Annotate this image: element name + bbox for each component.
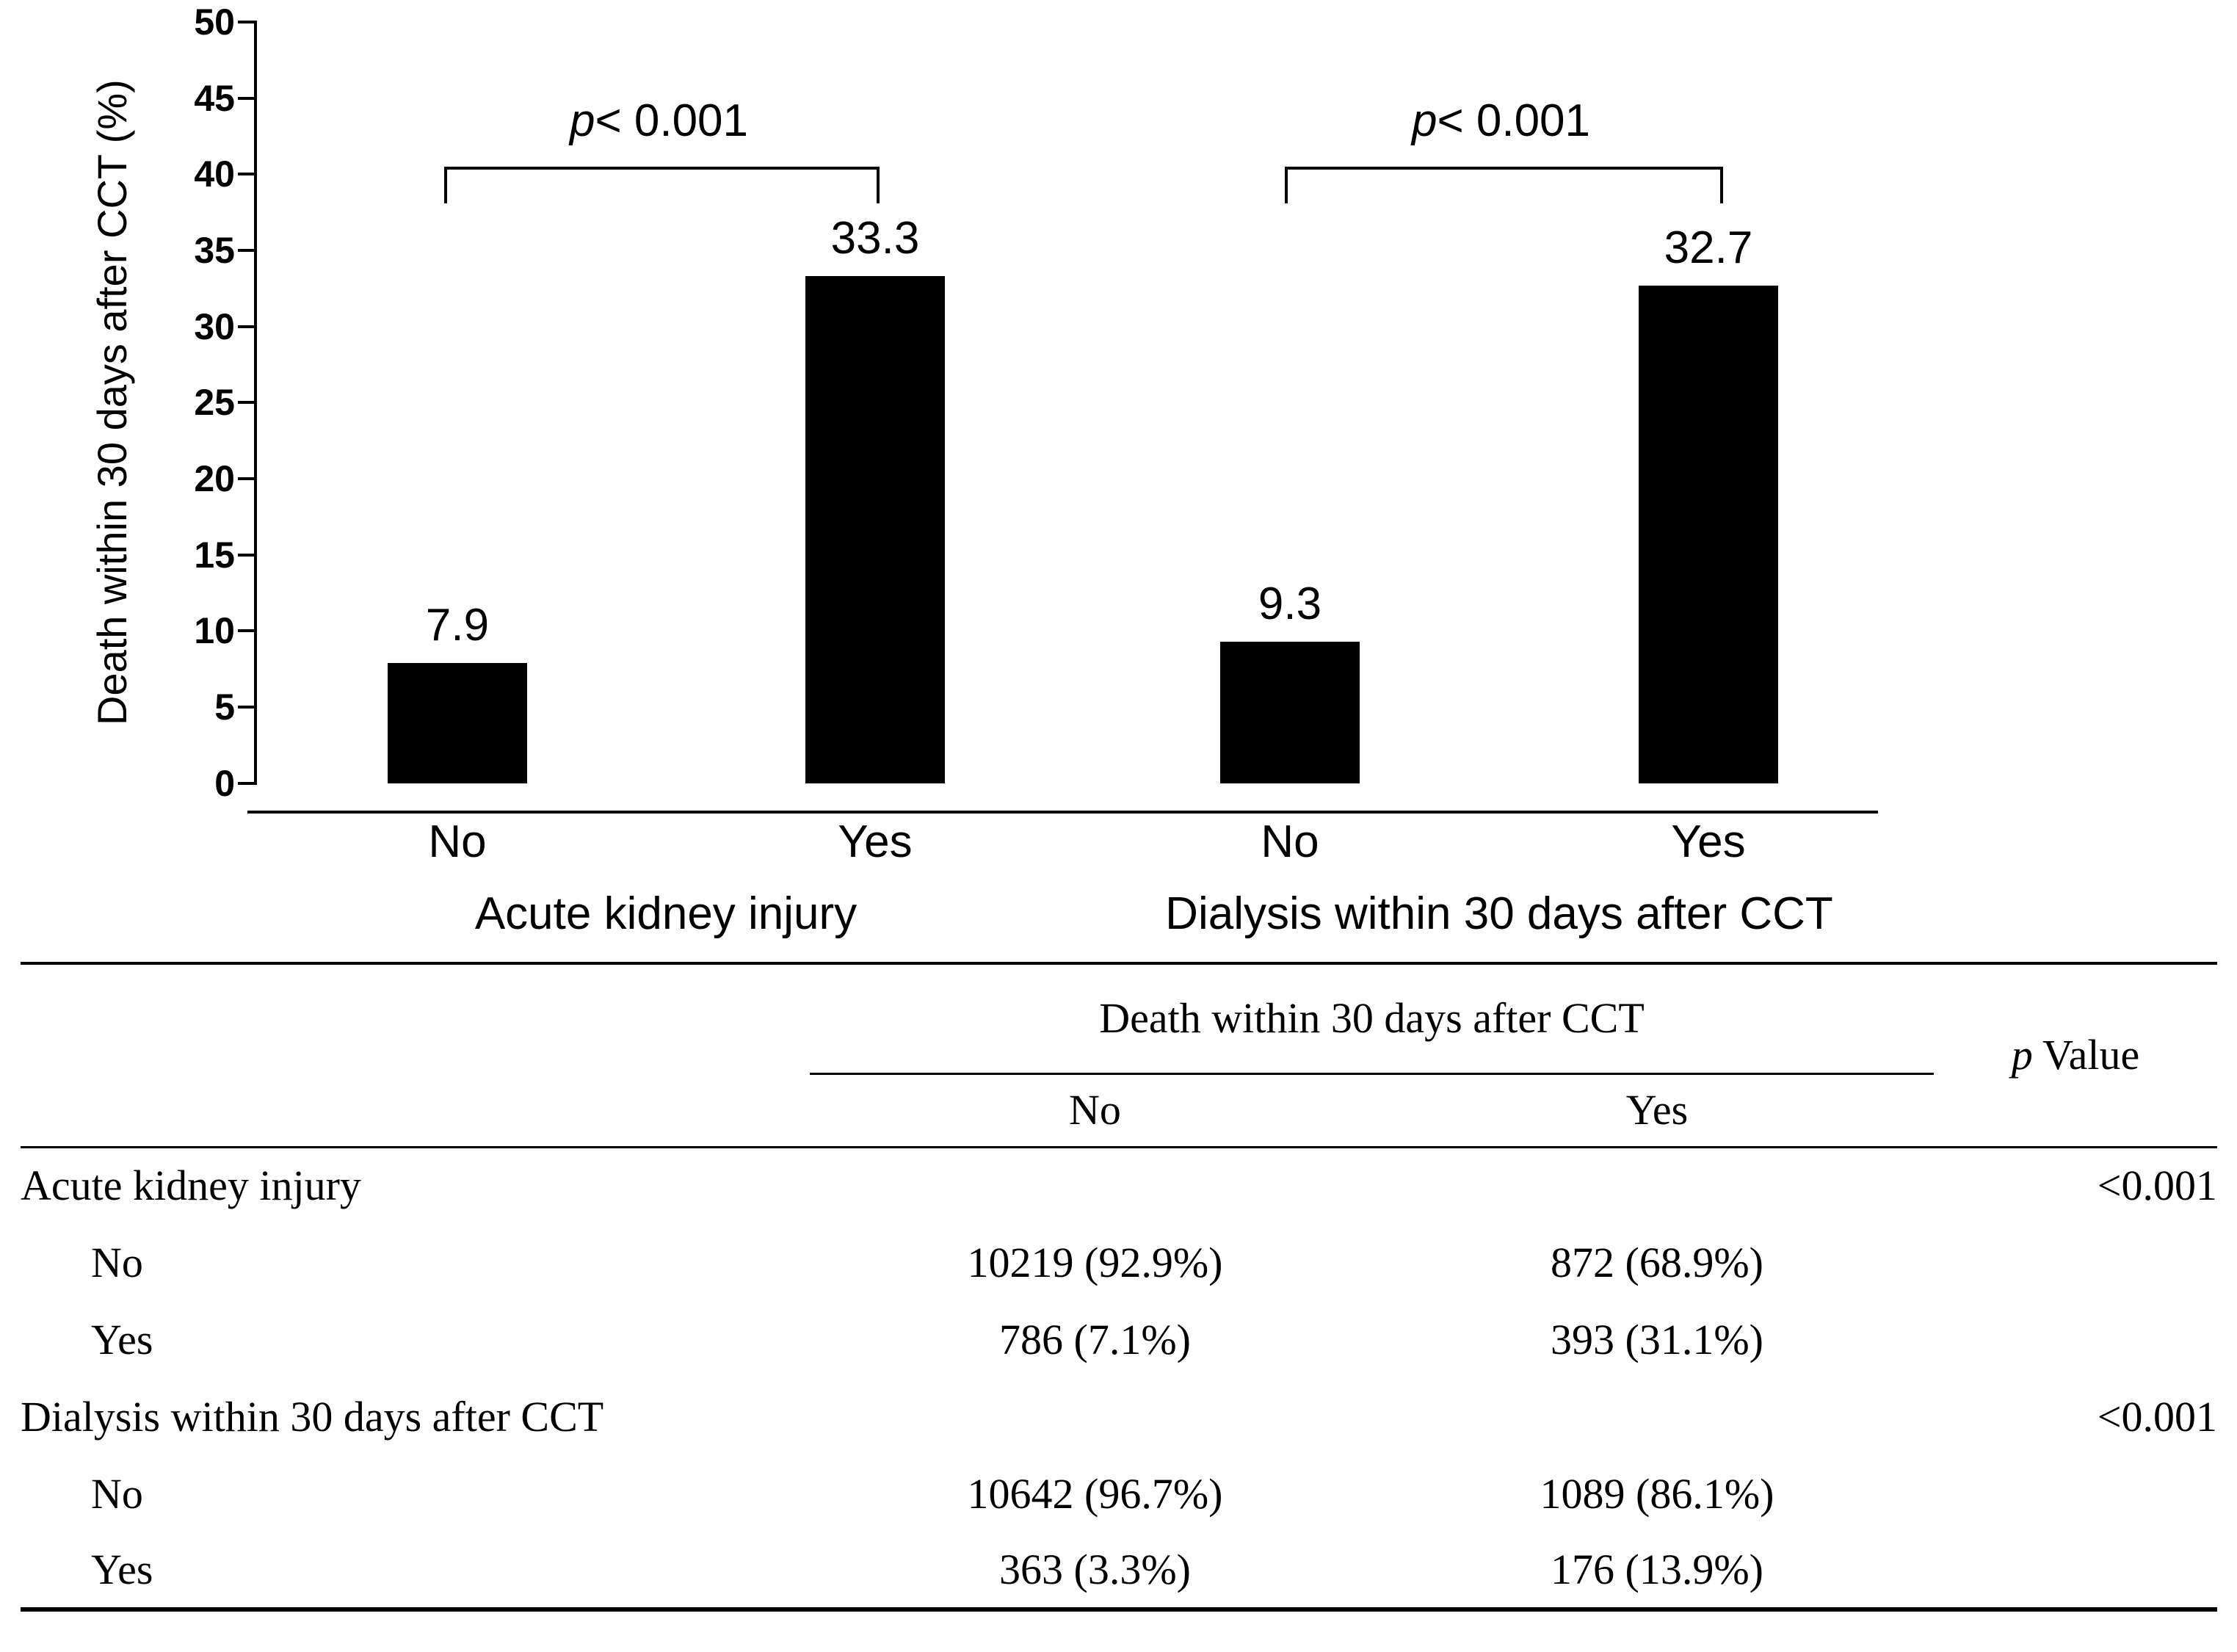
cell-p xyxy=(1934,1301,2217,1378)
p-value-text: < 0.001 xyxy=(1437,95,1591,146)
cell-p xyxy=(1934,1224,2217,1301)
y-tick-mark xyxy=(238,21,254,23)
cell-no: 10642 (96.7%) xyxy=(967,1469,1223,1518)
plot-area: 7.9 33.3 9.3 32.7 xyxy=(254,22,1931,783)
y-tick-mark xyxy=(238,554,254,557)
empty-cell xyxy=(21,1073,810,1148)
y-axis-line xyxy=(254,21,257,785)
y-tick-mark xyxy=(238,629,254,632)
y-tick-mark xyxy=(238,97,254,100)
table-row-aki: Acute kidney injury <0.001 xyxy=(21,1147,2217,1224)
row-label: No xyxy=(91,1238,143,1286)
subheader-yes: Yes xyxy=(1380,1073,1934,1148)
table-row-dialysis-yes: Yes 363 (3.3%) 176 (13.9%) xyxy=(21,1532,2217,1612)
significance-bracket-aki xyxy=(444,167,880,203)
cell-no: 363 (3.3%) xyxy=(810,1532,1380,1612)
p-value-header: p Value xyxy=(1934,963,2217,1148)
cell-no xyxy=(810,1378,1380,1455)
cell-p: <0.001 xyxy=(2097,1162,2217,1210)
y-tick-mark xyxy=(238,325,254,328)
bar-chart: Death within 30 days after CCT (%) 50 45… xyxy=(89,1,1931,939)
p-symbol: p xyxy=(1411,95,1437,146)
row-label: Acute kidney injury xyxy=(21,1162,361,1210)
p-value-annotation-aki: p< 0.001 xyxy=(444,98,874,144)
table-corner-cell xyxy=(21,963,810,1073)
category-label-yes: Yes xyxy=(838,816,913,867)
y-tick-label: 20 xyxy=(194,458,235,499)
cell-yes: 872 (68.9%) xyxy=(1551,1238,1763,1286)
bar-group-dialysis-no: 9.3 xyxy=(1220,22,1360,783)
cell-p xyxy=(1934,1455,2217,1532)
cell-yes xyxy=(1380,1378,1934,1455)
y-tick-mark xyxy=(238,249,254,252)
y-tick-label: 50 xyxy=(194,1,235,43)
results-table: Death within 30 days after CCT p Value N… xyxy=(21,962,2217,1612)
row-label: Yes xyxy=(91,1315,153,1363)
row-label: Yes xyxy=(21,1532,810,1612)
bar-value-label: 32.7 xyxy=(1664,222,1753,273)
y-tick-mark xyxy=(238,401,254,404)
cell-yes: 176 (13.9%) xyxy=(1380,1532,1934,1612)
cell-no xyxy=(810,1147,1380,1224)
subheader-no: No xyxy=(810,1073,1380,1148)
table-header-row-2: No Yes xyxy=(21,1073,2217,1148)
table-header-row-1: Death within 30 days after CCT p Value xyxy=(21,963,2217,1148)
table-row-dialysis-no: No 10642 (96.7%) 1089 (86.1%) xyxy=(21,1455,2217,1532)
p-symbol: p xyxy=(569,95,595,146)
y-tick-label: 40 xyxy=(194,153,235,195)
group-label-dialysis: Dialysis within 30 days after CCT xyxy=(1165,888,1833,939)
y-tick-mark xyxy=(238,706,254,709)
cell-yes: 393 (31.1%) xyxy=(1551,1315,1763,1363)
p-value-text: < 0.001 xyxy=(595,95,749,146)
cell-p xyxy=(1934,1532,2217,1612)
bar-aki-yes xyxy=(805,276,945,783)
p-header-text: Value xyxy=(2032,1031,2140,1079)
significance-bracket-dialysis xyxy=(1285,167,1723,203)
category-label-yes: Yes xyxy=(1671,816,1746,867)
table-row-aki-no: No 10219 (92.9%) 872 (68.9%) xyxy=(21,1224,2217,1301)
y-tick-label: 5 xyxy=(214,686,235,728)
cell-yes xyxy=(1380,1147,1934,1224)
bar-aki-no xyxy=(388,663,527,783)
bar-group-dialysis-yes: 32.7 xyxy=(1639,22,1778,783)
bar-group-aki-no: 7.9 xyxy=(388,22,527,783)
y-tick-label: 25 xyxy=(194,382,235,423)
y-tick-label: 10 xyxy=(194,610,235,651)
bar-value-label: 7.9 xyxy=(425,600,490,651)
bar-dialysis-yes xyxy=(1639,285,1778,783)
category-label-no: No xyxy=(1261,816,1319,867)
bar-group-aki-yes: 33.3 xyxy=(805,22,945,783)
p-value-annotation-dialysis: p< 0.001 xyxy=(1285,98,1717,144)
bar-value-label: 33.3 xyxy=(830,213,920,264)
cell-no: 10219 (92.9%) xyxy=(967,1238,1223,1286)
y-tick-label: 30 xyxy=(194,306,235,347)
y-tick-mark xyxy=(238,173,254,175)
table-row-aki-yes: Yes 786 (7.1%) 393 (31.1%) xyxy=(21,1301,2217,1378)
y-tick-mark xyxy=(238,782,254,785)
y-tick-label: 0 xyxy=(214,763,235,804)
group-label-acute-kidney-injury: Acute kidney injury xyxy=(474,888,858,939)
row-label: Dialysis within 30 days after CCT xyxy=(21,1392,604,1441)
y-tick-label: 15 xyxy=(194,535,235,576)
p-symbol: p xyxy=(2011,1031,2033,1079)
bar-dialysis-no xyxy=(1220,642,1360,783)
y-tick-label: 35 xyxy=(194,230,235,271)
y-tick-label: 45 xyxy=(194,78,235,119)
cell-p: <0.001 xyxy=(2097,1392,2217,1441)
table-row-dialysis: Dialysis within 30 days after CCT <0.001 xyxy=(21,1378,2217,1455)
x-axis-line xyxy=(247,811,1878,814)
cell-yes: 1089 (86.1%) xyxy=(1540,1469,1774,1518)
bar-value-label: 9.3 xyxy=(1258,579,1322,630)
category-label-no: No xyxy=(428,816,487,867)
cell-no: 786 (7.1%) xyxy=(999,1315,1191,1363)
y-tick-mark xyxy=(238,477,254,480)
death-span-header: Death within 30 days after CCT xyxy=(810,963,1934,1075)
row-label: No xyxy=(91,1469,143,1518)
results-table-wrapper: Death within 30 days after CCT p Value N… xyxy=(21,962,2217,1612)
